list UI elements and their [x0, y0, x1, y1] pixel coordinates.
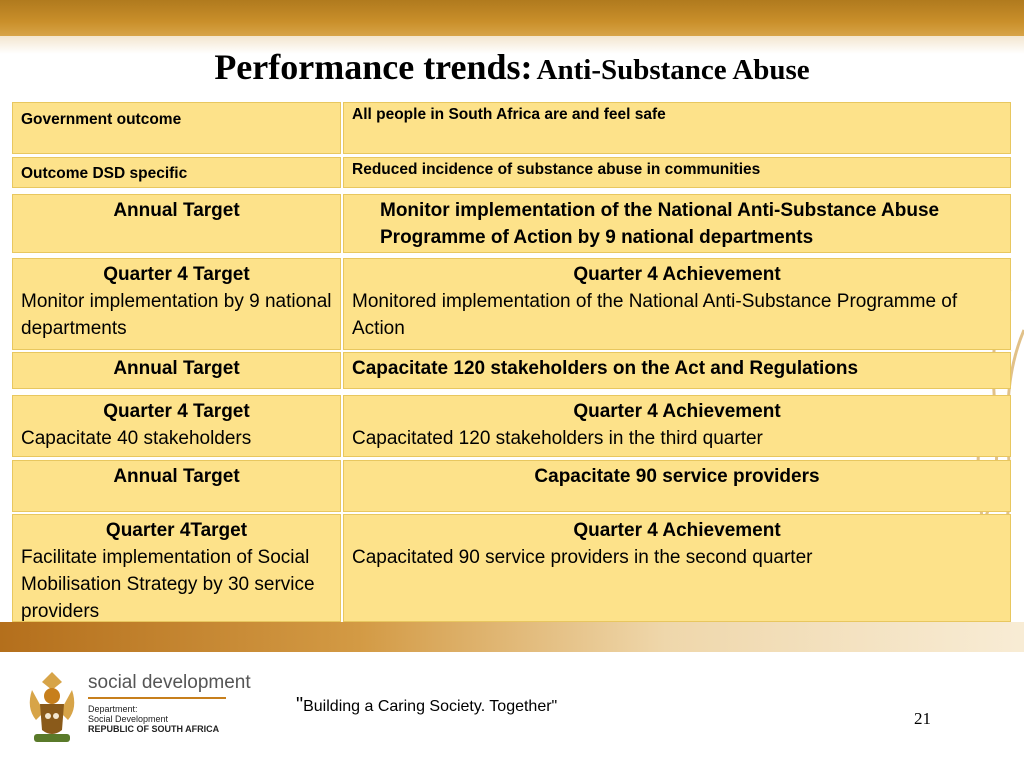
- quarter-achievement-text: Monitored implementation of the National…: [352, 291, 958, 339]
- quarter-target-heading: Quarter 4 Target: [103, 401, 250, 422]
- quarter-target-text: Monitor implementation by 9 national dep…: [21, 291, 332, 339]
- row-value: All people in South Africa are and feel …: [343, 102, 1011, 154]
- annual-target-value: Capacitate 120 stakeholders on the Act a…: [343, 352, 1011, 389]
- quarter-achievement-text: Capacitated 120 stakeholders in the thir…: [352, 428, 763, 449]
- table-row: Quarter 4 Target Monitor implementation …: [12, 258, 1011, 350]
- top-decor-band: [0, 0, 1024, 36]
- quarter-target-cell: Quarter 4 Target Capacitate 40 stakehold…: [12, 395, 341, 457]
- page-title: Performance trends: Anti-Substance Abuse: [0, 46, 1024, 88]
- annual-target-label: Annual Target: [12, 352, 341, 389]
- quarter-target-heading: Quarter 4 Target: [103, 264, 250, 285]
- brand-divider: [88, 697, 226, 699]
- table-row: Quarter 4Target Facilitate implementatio…: [12, 514, 1011, 622]
- page-number: 21: [914, 709, 931, 728]
- slogan: "Building a Caring Society. Together": [296, 694, 557, 717]
- annual-target-value: Capacitate 90 service providers: [343, 460, 1011, 512]
- quarter-achievement-cell: Quarter 4 Achievement Capacitated 90 ser…: [343, 514, 1011, 622]
- department-line: Social Development: [88, 714, 169, 724]
- top-decor-fade: [0, 36, 1024, 54]
- table-row: Annual Target Capacitate 120 stakeholder…: [12, 352, 1011, 389]
- table-row: Quarter 4 Target Capacitate 40 stakehold…: [12, 395, 1011, 457]
- table-row: Outcome DSD specific Reduced incidence o…: [12, 157, 1011, 188]
- table-row: Government outcome All people in South A…: [12, 102, 1011, 154]
- quarter-achievement-heading: Quarter 4 Achievement: [573, 264, 781, 285]
- quarter-target-text: Facilitate implementation of Social Mobi…: [21, 547, 315, 622]
- department-text: Department: Social Development REPUBLIC …: [88, 704, 219, 734]
- row-label: Outcome DSD specific: [12, 157, 341, 188]
- row-label: Government outcome: [12, 102, 341, 154]
- brand-name: social development: [88, 672, 251, 693]
- annual-target-label: Annual Target: [12, 460, 341, 512]
- quarter-achievement-text: Capacitated 90 service providers in the …: [352, 547, 813, 568]
- title-main: Performance trends:: [214, 47, 533, 87]
- title-sub: Anti-Substance Abuse: [536, 54, 810, 86]
- quarter-achievement-heading: Quarter 4 Achievement: [573, 401, 781, 422]
- quarter-target-cell: Quarter 4 Target Monitor implementation …: [12, 258, 341, 350]
- quarter-achievement-cell: Quarter 4 Achievement Monitored implemen…: [343, 258, 1011, 350]
- department-line: REPUBLIC OF SOUTH AFRICA: [88, 724, 220, 734]
- department-line: Department:: [88, 704, 138, 714]
- table-row: Annual Target Capacitate 90 service prov…: [12, 460, 1011, 512]
- coat-of-arms-icon: [29, 672, 75, 742]
- annual-target-value: Monitor implementation of the National A…: [343, 194, 1011, 253]
- slogan-text: Building a Caring Society. Together": [303, 698, 558, 715]
- bottom-decor-band: [0, 622, 1024, 652]
- row-value: Reduced incidence of substance abuse in …: [343, 157, 1011, 188]
- quarter-target-cell: Quarter 4Target Facilitate implementatio…: [12, 514, 341, 622]
- quarter-achievement-cell: Quarter 4 Achievement Capacitated 120 st…: [343, 395, 1011, 457]
- quarter-target-text: Capacitate 40 stakeholders: [21, 428, 252, 449]
- slogan-quote: ": [296, 694, 304, 716]
- table-row: Annual Target Monitor implementation of …: [12, 194, 1011, 253]
- quarter-achievement-heading: Quarter 4 Achievement: [573, 520, 781, 541]
- quarter-target-heading: Quarter 4Target: [105, 520, 248, 541]
- annual-target-label: Annual Target: [12, 194, 341, 253]
